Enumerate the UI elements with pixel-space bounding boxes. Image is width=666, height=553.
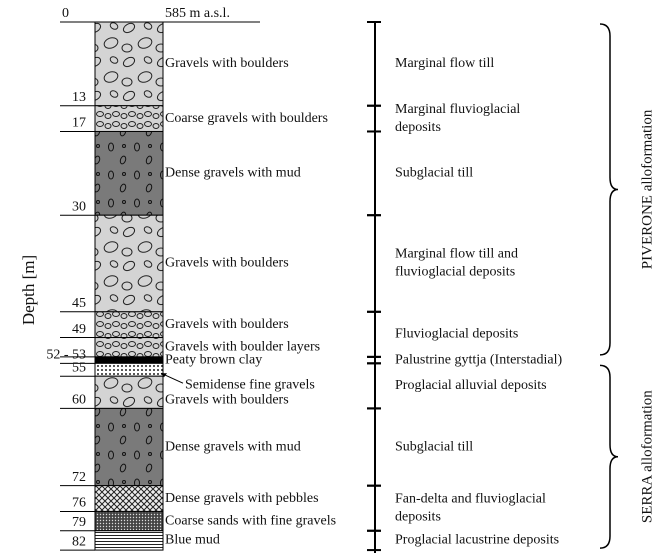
- depth-label: 72: [72, 470, 86, 485]
- lithology: Gravels with boulders: [165, 256, 289, 271]
- depth-label: 55: [72, 360, 86, 375]
- depth-label: 52 - 53: [46, 348, 86, 363]
- depth-label: 49: [72, 322, 86, 337]
- layer: [94, 510, 164, 532]
- alloformation-label: SERRA alloformation: [639, 390, 655, 523]
- interpretation: Proglacial lacustrine deposits: [395, 533, 559, 548]
- layer: [94, 214, 164, 313]
- depth-label: 82: [72, 534, 86, 549]
- interpretation: deposits: [395, 120, 441, 135]
- interpretation: Fan-delta and fluvioglacial: [395, 491, 546, 506]
- layer: [94, 362, 164, 377]
- depth-label: 76: [72, 496, 86, 511]
- surface-label: 585 m a.s.l.: [165, 6, 230, 21]
- layer: [94, 21, 164, 107]
- lithology: Semidense fine gravels: [185, 377, 315, 392]
- interpretation: Marginal fluvioglacial: [395, 102, 520, 117]
- depth-label: 30: [72, 199, 86, 214]
- interpretation: Subglacial till: [395, 166, 473, 181]
- lithology: Peaty brown clay: [165, 352, 262, 367]
- lithology: Gravels with boulders: [165, 56, 289, 71]
- depth-label: 13: [72, 90, 86, 105]
- interpretation: fluvioglacial deposits: [395, 265, 515, 280]
- layer: [94, 375, 164, 409]
- brace: [599, 364, 619, 549]
- depth-label: 60: [72, 393, 86, 408]
- depth-label: 17: [72, 116, 86, 131]
- layer: [94, 130, 164, 216]
- lithology: Coarse sands with fine gravels: [165, 513, 336, 528]
- interpretation: deposits: [395, 509, 441, 524]
- alloformation-label: PIVERONE alloformation: [639, 109, 655, 269]
- callout-arrowhead: [161, 373, 167, 378]
- depth-label: 79: [72, 515, 86, 530]
- layer: [94, 485, 164, 512]
- layer: [94, 105, 164, 132]
- interpretation: Proglacial alluvial deposits: [395, 378, 547, 393]
- brace: [599, 23, 619, 356]
- interpretation: Fluvioglacial deposits: [395, 327, 518, 342]
- interpretation: Subglacial till: [395, 439, 473, 454]
- lithology: Gravels with boulder layers: [165, 339, 320, 354]
- layer: [94, 311, 164, 339]
- depth-label: 45: [72, 296, 86, 311]
- interpretation: Palustrine gyttja (Interstadial): [395, 352, 563, 367]
- depth-label: 0: [62, 6, 69, 21]
- lithology: Gravels with boulders: [165, 393, 289, 408]
- lithology: Dense gravels with mud: [165, 166, 301, 181]
- lithology: Gravels with boulders: [165, 317, 289, 332]
- axis-label: Depth [m]: [19, 255, 38, 325]
- lithology: Dense gravels with mud: [165, 439, 301, 454]
- layer: [94, 356, 164, 364]
- lithology: Coarse gravels with boulders: [165, 111, 328, 126]
- layer: [94, 337, 164, 358]
- layer: [94, 530, 164, 551]
- interpretation: Marginal flow till: [395, 56, 494, 71]
- lithology: Dense gravels with pebbles: [165, 491, 319, 506]
- lithology: Blue mud: [165, 533, 220, 548]
- interpretation: Marginal flow till and: [395, 247, 518, 262]
- layer: [94, 407, 164, 487]
